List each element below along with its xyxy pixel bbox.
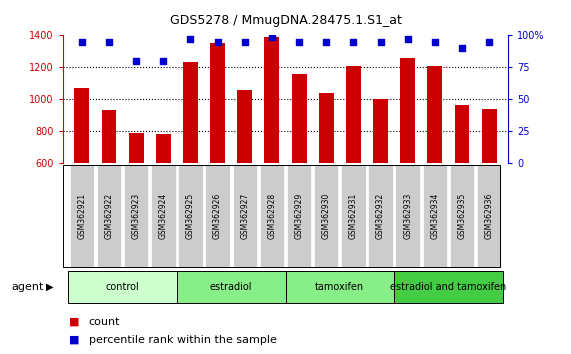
FancyBboxPatch shape (394, 271, 502, 303)
FancyBboxPatch shape (151, 165, 175, 267)
Point (131, 58, 140, 64)
Bar (102, 110, 116, 163)
Point (77, 39, 86, 45)
Bar (74, 88, 89, 163)
FancyBboxPatch shape (286, 271, 394, 303)
Point (403, 36, 412, 42)
Text: GSM362929: GSM362929 (295, 193, 304, 239)
FancyBboxPatch shape (314, 165, 339, 267)
Bar (428, 67, 443, 163)
FancyBboxPatch shape (287, 165, 311, 267)
FancyBboxPatch shape (177, 271, 286, 303)
FancyBboxPatch shape (341, 165, 365, 267)
Point (295, 39, 304, 45)
Bar (238, 90, 252, 163)
Text: GSM362922: GSM362922 (104, 193, 114, 239)
Text: estradiol and tamoxifen: estradiol and tamoxifen (391, 282, 506, 292)
Text: GSM362931: GSM362931 (349, 193, 358, 239)
Text: GSM362935: GSM362935 (457, 193, 467, 239)
Text: estradiol: estradiol (210, 282, 252, 292)
FancyBboxPatch shape (124, 165, 148, 267)
Text: GSM362928: GSM362928 (267, 193, 276, 239)
Point (240, 39, 250, 45)
Text: GSM362923: GSM362923 (132, 193, 140, 239)
FancyBboxPatch shape (368, 165, 393, 267)
Bar (156, 134, 171, 163)
Bar (455, 105, 469, 163)
FancyBboxPatch shape (450, 165, 475, 267)
Point (431, 39, 440, 45)
FancyBboxPatch shape (70, 165, 94, 267)
FancyBboxPatch shape (423, 165, 447, 267)
Bar (210, 44, 225, 163)
Text: GSM362930: GSM362930 (321, 193, 331, 239)
FancyBboxPatch shape (69, 271, 177, 303)
Text: count: count (89, 317, 120, 327)
Bar (264, 37, 279, 163)
Text: GSM362925: GSM362925 (186, 193, 195, 239)
Text: GSM362933: GSM362933 (403, 193, 412, 239)
Point (104, 39, 114, 45)
Text: ▶: ▶ (46, 282, 53, 292)
Bar (128, 132, 143, 163)
Text: ■: ■ (69, 335, 79, 345)
Text: agent: agent (11, 282, 44, 292)
Point (267, 34, 276, 40)
Text: GSM362927: GSM362927 (240, 193, 250, 239)
Text: GSM362926: GSM362926 (213, 193, 222, 239)
Point (376, 39, 385, 45)
FancyBboxPatch shape (232, 165, 257, 267)
Point (213, 39, 222, 45)
Point (321, 39, 331, 45)
FancyBboxPatch shape (206, 165, 230, 267)
Bar (482, 109, 497, 163)
Bar (373, 99, 388, 163)
FancyBboxPatch shape (96, 165, 121, 267)
Bar (183, 62, 198, 163)
Text: GSM362934: GSM362934 (431, 193, 439, 239)
Bar (346, 67, 361, 163)
Text: tamoxifen: tamoxifen (315, 282, 364, 292)
Point (485, 39, 494, 45)
Point (349, 39, 358, 45)
FancyBboxPatch shape (260, 165, 284, 267)
Bar (400, 58, 415, 163)
Text: percentile rank within the sample: percentile rank within the sample (89, 335, 276, 345)
Text: ■: ■ (69, 317, 79, 327)
Bar (319, 93, 333, 163)
Text: GDS5278 / MmugDNA.28475.1.S1_at: GDS5278 / MmugDNA.28475.1.S1_at (170, 14, 401, 27)
Text: GSM362932: GSM362932 (376, 193, 385, 239)
Bar (292, 74, 307, 163)
Point (457, 45, 467, 51)
Text: GSM362924: GSM362924 (159, 193, 168, 239)
Text: GSM362921: GSM362921 (77, 193, 86, 239)
Text: control: control (106, 282, 139, 292)
Text: GSM362936: GSM362936 (485, 193, 494, 239)
Point (186, 36, 195, 42)
Point (159, 58, 168, 64)
FancyBboxPatch shape (477, 165, 501, 267)
FancyBboxPatch shape (178, 165, 203, 267)
FancyBboxPatch shape (396, 165, 420, 267)
